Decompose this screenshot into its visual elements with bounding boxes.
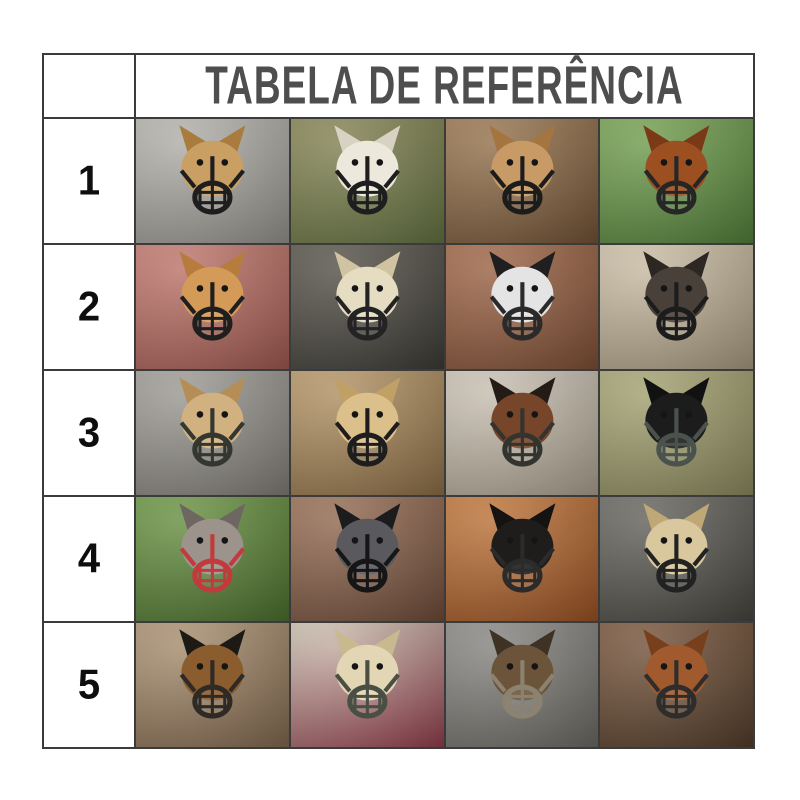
dog-photo (600, 497, 753, 621)
reference-table: TABELA DE REFERÊNCIA 1 (42, 53, 755, 749)
dog-with-muzzle-icon (179, 125, 246, 215)
dog-photo (136, 119, 289, 243)
row-label-size-3: 3 (44, 371, 134, 495)
dog-with-muzzle-icon (643, 503, 710, 593)
dog-with-muzzle-icon (179, 629, 246, 719)
dog-photo (445, 245, 599, 369)
dog-photo (290, 371, 444, 495)
dog-photo (445, 371, 599, 495)
dog-with-muzzle-icon (179, 503, 246, 593)
dog-photo (600, 371, 753, 495)
dog-with-muzzle-icon (179, 251, 246, 341)
dog-photo (445, 623, 599, 747)
dog-with-muzzle-icon (488, 125, 555, 215)
dog-with-muzzle-icon (334, 377, 401, 467)
size-number: 4 (77, 535, 101, 582)
dog-photo (600, 245, 753, 369)
row-label-size-1: 1 (44, 119, 134, 243)
row-label-size-2: 2 (44, 245, 134, 369)
dog-photo (136, 497, 289, 621)
dog-photo (290, 119, 444, 243)
dog-photo (136, 623, 289, 747)
dog-with-muzzle-icon (643, 125, 710, 215)
size-number: 3 (77, 409, 101, 456)
dog-with-muzzle-icon (334, 629, 401, 719)
dog-photo (136, 245, 289, 369)
dog-with-muzzle-icon (488, 629, 555, 719)
table-header: TABELA DE REFERÊNCIA (136, 55, 753, 117)
dog-with-muzzle-icon (179, 377, 246, 467)
dog-photo (600, 119, 753, 243)
dog-photo (600, 623, 753, 747)
row-label-size-5: 5 (44, 623, 134, 747)
corner-empty-cell (44, 55, 134, 117)
dog-photo (136, 371, 289, 495)
row-label-size-4: 4 (44, 497, 134, 621)
dog-photo (290, 497, 444, 621)
dog-with-muzzle-icon (334, 125, 401, 215)
dog-with-muzzle-icon (334, 503, 401, 593)
size-number: 1 (77, 157, 101, 204)
size-number: 5 (77, 661, 101, 708)
size-number: 2 (77, 283, 101, 330)
dog-with-muzzle-icon (643, 629, 710, 719)
dog-photo (290, 623, 444, 747)
dog-with-muzzle-icon (488, 503, 555, 593)
dog-with-muzzle-icon (488, 377, 555, 467)
dog-with-muzzle-icon (488, 251, 555, 341)
dog-with-muzzle-icon (643, 377, 710, 467)
table-title: TABELA DE REFERÊNCIA (205, 55, 684, 115)
dog-photo (445, 119, 599, 243)
dog-with-muzzle-icon (643, 251, 710, 341)
dog-with-muzzle-icon (334, 251, 401, 341)
dog-photo (445, 497, 599, 621)
dog-photo (290, 245, 444, 369)
